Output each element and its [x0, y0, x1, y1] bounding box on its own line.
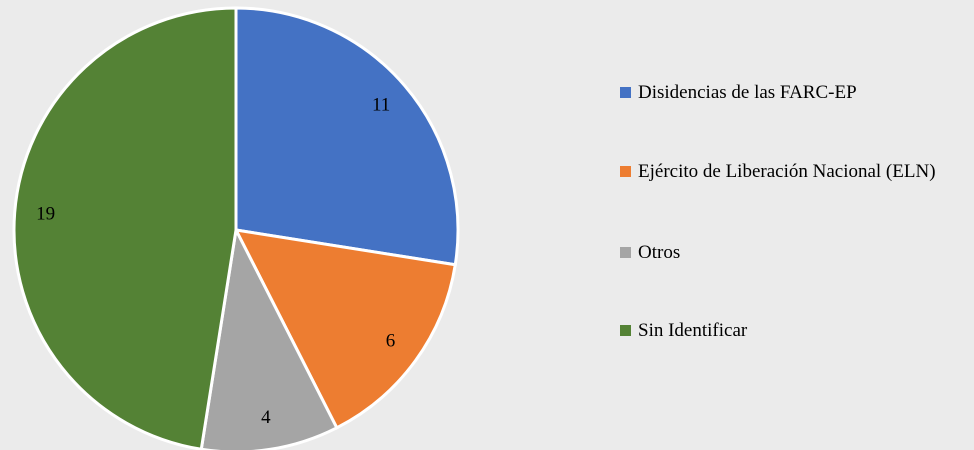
data-label: 11 — [372, 94, 390, 115]
legend-label: Disidencias de las FARC-EP — [638, 82, 857, 103]
legend-entry: Ejército de Liberación Nacional (ELN) — [620, 159, 970, 184]
pie-slice — [234, 6, 460, 267]
legend-label: Ejército de Liberación Nacional (ELN) — [638, 161, 936, 182]
legend-swatch — [620, 87, 631, 98]
pie-slice — [199, 225, 339, 450]
legend-swatch — [620, 247, 631, 258]
data-label: 19 — [36, 203, 55, 224]
legend-swatch — [620, 166, 631, 177]
pie-slice — [12, 6, 238, 450]
data-label: 4 — [261, 407, 271, 428]
chart: 11 6 4 19 — [12, 6, 460, 450]
data-label: 6 — [386, 331, 396, 352]
legend-label: Otros — [638, 242, 681, 263]
legend: Disidencias de las FARC-EP Ejército de Li… — [620, 0, 974, 450]
legend-entry: Sin Identificar — [620, 318, 970, 343]
pie-slice — [233, 228, 457, 430]
legend-label: Sin Identificar — [638, 320, 748, 341]
legend-swatch — [620, 325, 631, 336]
legend-entry: Otros — [620, 240, 970, 265]
legend-entry: Disidencias de las FARC-EP — [620, 80, 970, 105]
